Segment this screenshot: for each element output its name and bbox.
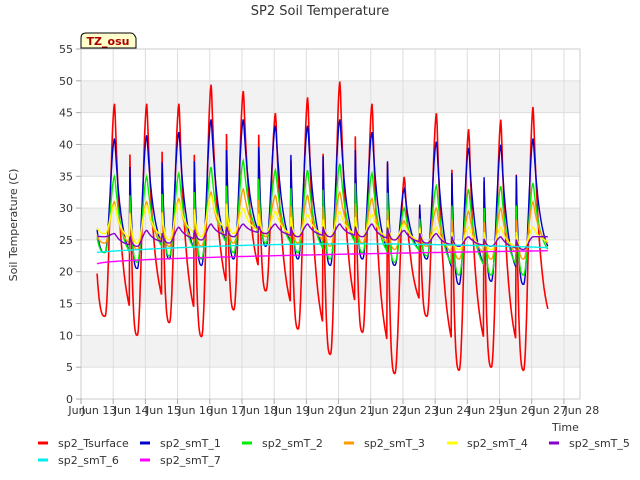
x-tick-label: Jun 13 — [81, 404, 117, 417]
legend-label: sp2_smT_6 — [58, 454, 119, 467]
site-label: TZ_osu — [87, 35, 130, 48]
series-lines — [96, 81, 549, 375]
series-line-sp2-smT-6 — [96, 243, 548, 254]
y-tick-label: 55 — [59, 43, 73, 56]
plot-frame — [80, 48, 581, 400]
x-tick-label: Jun 26 — [499, 404, 535, 417]
x-tick-label: Jun 17 — [209, 404, 245, 417]
legend-label: sp2_smT_3 — [364, 437, 425, 450]
legend-label: sp2_smT_1 — [160, 437, 221, 450]
y-axis-ticks: 0 5 10 15 20 25 30 35 40 45 50 55 — [59, 43, 81, 406]
x-tick-label: Jun 15 — [145, 404, 181, 417]
y-tick-label: 15 — [59, 298, 73, 311]
y-tick-label: 35 — [59, 170, 73, 183]
y-tick-label: 50 — [59, 75, 73, 88]
y-tick-label: 30 — [59, 202, 73, 215]
x-axis-label: Time — [551, 421, 579, 434]
y-axis-label: Soil Temperature (C) — [7, 169, 20, 282]
series-line-sp2-smT-7 — [96, 249, 548, 265]
y-tick-label: 20 — [59, 266, 73, 279]
y-tick-label: 10 — [59, 329, 73, 342]
x-tick-label: Jun 27 — [531, 404, 567, 417]
grid-band — [81, 144, 580, 177]
y-tick-label: 5 — [66, 361, 73, 374]
x-tick-label: Jun 23 — [403, 404, 439, 417]
legend-label: sp2_smT_5 — [569, 437, 630, 450]
chart-title: SP2 Soil Temperature — [251, 4, 389, 19]
grid-band — [81, 271, 580, 304]
site-label-box: TZ_osu — [80, 32, 137, 49]
y-tick-label: 0 — [66, 393, 73, 406]
y-tick-label: 25 — [59, 234, 73, 247]
x-tick-label: Jun 25 — [467, 404, 503, 417]
y-tick-label: 40 — [59, 138, 73, 151]
legend-label: sp2_Tsurface — [58, 437, 129, 450]
x-tick-label: Jun 18 — [242, 404, 278, 417]
x-tick-label: Jun 20 — [306, 404, 342, 417]
legend-label: sp2_smT_4 — [467, 437, 528, 450]
x-tick-label: Jun 22 — [370, 404, 406, 417]
x-tick-label-first: Jun — [67, 404, 85, 417]
x-tick-label: Jun 28 — [564, 404, 600, 417]
x-tick-label: Jun 24 — [435, 404, 471, 417]
x-tick-label: Jun 21 — [338, 404, 374, 417]
series-line-sp2-smT-3 — [96, 187, 549, 260]
site-label-background — [80, 32, 137, 49]
legend-label: sp2_smT_2 — [262, 437, 323, 450]
x-tick-label: Jun 19 — [274, 404, 310, 417]
x-tick-label: Jun 14 — [113, 404, 149, 417]
grid-band — [81, 80, 580, 113]
y-tick-label: 45 — [59, 107, 73, 120]
legend: sp2_Tsurface sp2_smT_1 sp2_smT_2 sp2_smT_3 s… — [38, 437, 630, 467]
legend-label: sp2_smT_7 — [160, 454, 221, 467]
x-tick-label: Jun 16 — [177, 404, 213, 417]
series-line-sp2-smT-5 — [96, 223, 548, 251]
